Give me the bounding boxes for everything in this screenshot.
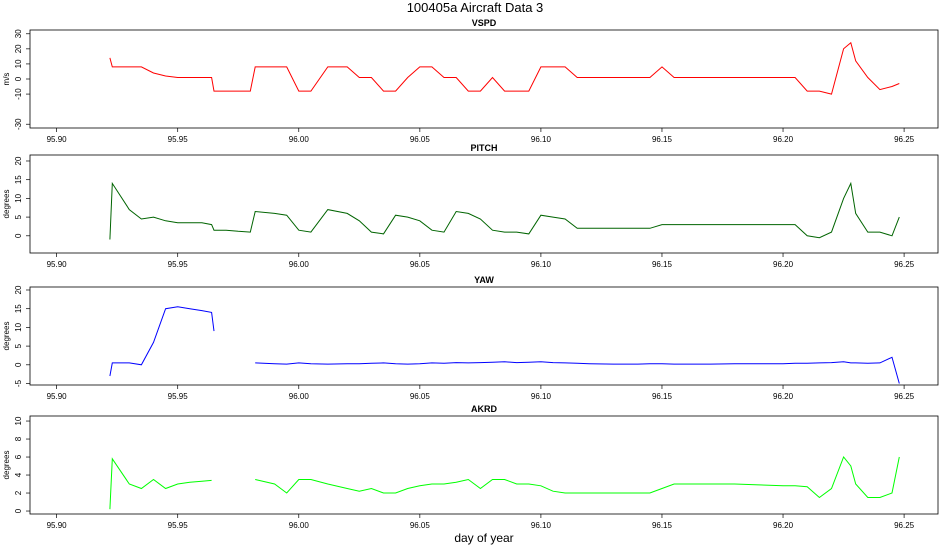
y-tick-label: 10 bbox=[14, 322, 23, 331]
panel-title: YAW bbox=[474, 275, 494, 285]
x-tick-label: 96.25 bbox=[894, 135, 915, 144]
x-tick-label: 96.20 bbox=[773, 135, 794, 144]
x-tick-label: 96.15 bbox=[652, 260, 673, 269]
y-tick-label: 5 bbox=[14, 343, 23, 348]
y-axis-label: degrees bbox=[2, 451, 11, 480]
panel-title: AKRD bbox=[471, 404, 497, 414]
plot-frame bbox=[29, 29, 939, 129]
x-tick-label: 96.25 bbox=[894, 521, 915, 530]
x-tick-label: 95.95 bbox=[168, 521, 189, 530]
x-tick-label: 96.05 bbox=[410, 135, 431, 144]
x-tick-label: 96.10 bbox=[531, 392, 552, 401]
y-axis-label: degrees bbox=[2, 190, 11, 219]
y-tick-label: 0 bbox=[14, 508, 23, 513]
x-tick-label: 96.25 bbox=[894, 392, 915, 401]
x-tick-label: 96.10 bbox=[531, 135, 552, 144]
x-tick-label: 96.00 bbox=[289, 135, 310, 144]
y-tick-label: 30 bbox=[14, 29, 23, 38]
y-tick-label: 15 bbox=[14, 304, 23, 313]
x-tick-label: 96.20 bbox=[773, 392, 794, 401]
y-tick-label: 0 bbox=[14, 233, 23, 238]
x-tick-label: 95.90 bbox=[47, 392, 68, 401]
x-tick-label: 96.05 bbox=[410, 392, 431, 401]
x-tick-label: 96.00 bbox=[289, 260, 310, 269]
plot-frame bbox=[29, 286, 939, 386]
chart-title: 100405a Aircraft Data 3 bbox=[407, 0, 544, 15]
x-tick-label: 96.25 bbox=[894, 260, 915, 269]
x-tick-label: 96.00 bbox=[289, 521, 310, 530]
x-tick-label: 96.10 bbox=[531, 521, 552, 530]
y-tick-label: 10 bbox=[14, 193, 23, 202]
y-tick-label: 0 bbox=[14, 362, 23, 367]
data-line bbox=[109, 306, 900, 384]
x-tick-label: 95.90 bbox=[47, 135, 68, 144]
y-tick-label: -30 bbox=[14, 118, 23, 130]
y-tick-label: -10 bbox=[14, 88, 23, 100]
plot-frame bbox=[29, 415, 939, 515]
x-tick-label: 96.05 bbox=[410, 260, 431, 269]
x-tick-label: 95.90 bbox=[47, 521, 68, 530]
y-tick-label: 8 bbox=[14, 436, 23, 441]
x-tick-label: 96.20 bbox=[773, 521, 794, 530]
x-axis-label: day of year bbox=[454, 531, 513, 545]
plot-frame bbox=[29, 154, 939, 254]
y-tick-label: 2 bbox=[14, 490, 23, 495]
y-tick-label: 6 bbox=[14, 454, 23, 459]
x-tick-label: 96.10 bbox=[531, 260, 552, 269]
y-tick-label: 15 bbox=[14, 175, 23, 184]
y-tick-label: 20 bbox=[14, 285, 23, 294]
x-tick-label: 95.95 bbox=[168, 392, 189, 401]
x-tick-label: 96.15 bbox=[652, 521, 673, 530]
data-line bbox=[109, 456, 900, 510]
x-tick-label: 95.90 bbox=[47, 260, 68, 269]
y-tick-label: 20 bbox=[14, 44, 23, 53]
data-line bbox=[109, 181, 900, 240]
y-tick-label: 10 bbox=[14, 59, 23, 68]
x-tick-label: 96.20 bbox=[773, 260, 794, 269]
y-tick-label: 10 bbox=[14, 416, 23, 425]
x-tick-label: 95.95 bbox=[168, 260, 189, 269]
y-axis-label: degrees bbox=[2, 322, 11, 351]
y-axis-label: m/s bbox=[2, 73, 11, 86]
panel-title: VSPD bbox=[472, 18, 497, 28]
y-tick-label: 4 bbox=[14, 472, 23, 477]
x-tick-label: 96.00 bbox=[289, 392, 310, 401]
y-tick-label: 20 bbox=[14, 156, 23, 165]
x-tick-label: 96.05 bbox=[410, 521, 431, 530]
y-tick-label: 5 bbox=[14, 214, 23, 219]
y-tick-label: 0 bbox=[14, 76, 23, 81]
x-tick-label: 96.15 bbox=[652, 392, 673, 401]
x-tick-label: 96.15 bbox=[652, 135, 673, 144]
x-tick-label: 95.95 bbox=[168, 135, 189, 144]
y-tick-label: -5 bbox=[14, 379, 23, 387]
data-line bbox=[109, 41, 900, 95]
panel-title: PITCH bbox=[471, 143, 498, 153]
